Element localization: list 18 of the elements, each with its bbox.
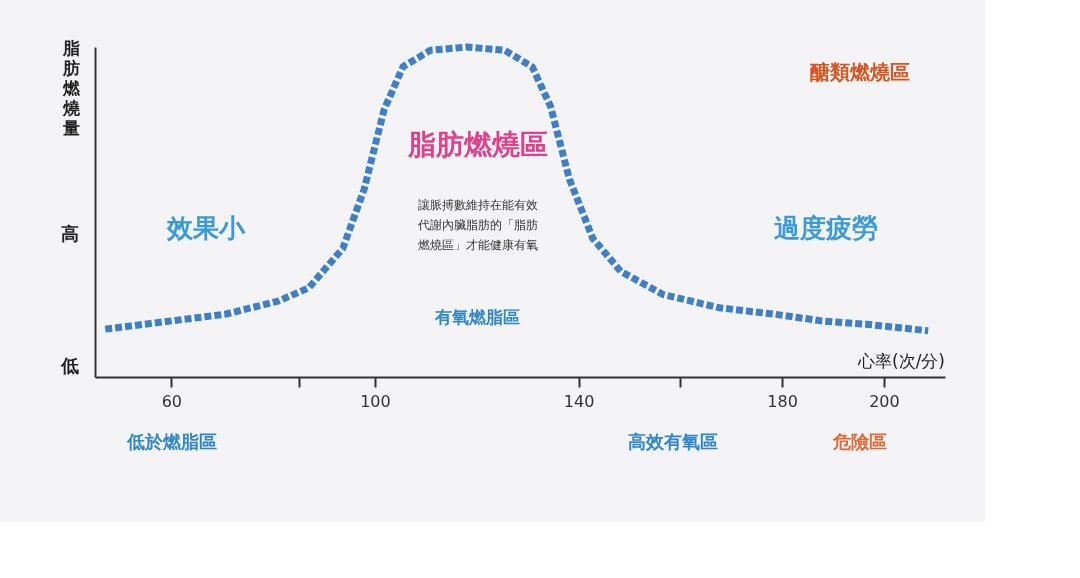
x-tick-label: 140 (563, 391, 595, 411)
x-axis-title: 心率(次/分) (857, 351, 945, 371)
x-tick-label: 200 (869, 391, 900, 411)
x-tick-label: 60 (161, 391, 183, 411)
annotation: 效果小 (165, 212, 246, 243)
annotation: 過度疲勞 (774, 212, 878, 243)
annotation: 醣類燃燒區 (810, 60, 910, 85)
annotation: 讓脈搏數維持在能有效代謝內臟脂肪的「脂肪燃燒區」才能健康有氧 (416, 198, 538, 253)
text: 高效有氧區 (628, 431, 718, 452)
x-tick-label: 180 (767, 391, 798, 411)
y-axis-title: 脂肪燃燒量 (61, 38, 81, 138)
annotation: 有氧燃脂區 (434, 306, 520, 327)
text: 低 (59, 355, 79, 377)
annotation: 脂肪燃燒區 (406, 128, 548, 161)
text: 危險區 (832, 431, 887, 452)
text: 低於燃脂區 (125, 431, 217, 452)
x-tick-label: 100 (360, 391, 391, 411)
text: 高 (60, 223, 79, 245)
